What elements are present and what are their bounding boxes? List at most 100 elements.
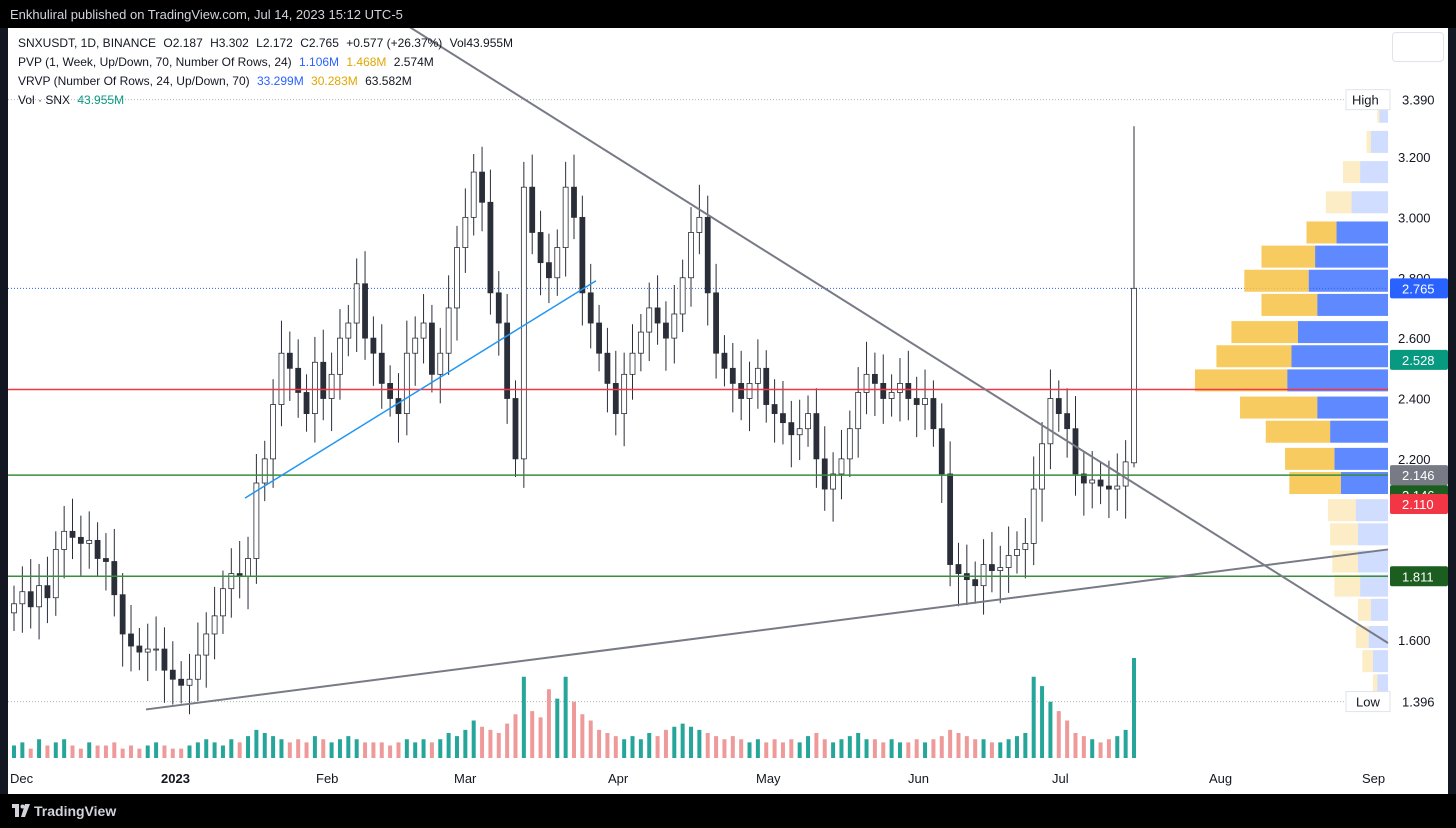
candle-body: [412, 337, 419, 354]
candle: [253, 454, 260, 584]
volume-bar: [1040, 686, 1045, 758]
volume-bar: [563, 676, 568, 758]
volume-bar: [129, 745, 134, 758]
volume-bar: [672, 726, 677, 758]
volume-bar: [939, 736, 944, 758]
candle: [119, 572, 126, 667]
candle: [821, 426, 828, 511]
price-tick-label: 2.400: [1398, 392, 1431, 407]
volume-bar: [647, 733, 652, 758]
candle: [989, 531, 995, 593]
time-tick-label: 2023: [161, 771, 190, 786]
volume-bar: [989, 742, 994, 758]
candle: [905, 350, 912, 421]
candle: [738, 350, 745, 421]
volume-bar: [814, 733, 819, 758]
candle: [1089, 451, 1096, 509]
candle: [846, 410, 853, 477]
pvp-legend-row[interactable]: PVP (1, Week, Up/Down, 70, Number Of Row…: [18, 53, 517, 72]
vrvp-down-bar: [1216, 345, 1292, 368]
candle-body: [370, 337, 377, 354]
candle: [211, 586, 218, 660]
volume-bar: [154, 742, 159, 758]
candle-body: [261, 458, 268, 484]
candle-body: [495, 292, 502, 324]
volume-bar: [262, 733, 267, 758]
vrvp-down-bar: [1327, 499, 1356, 522]
vrvp-row: [1334, 574, 1388, 597]
ohlc-close: C2.765: [300, 36, 339, 50]
volume-bar: [1106, 739, 1111, 758]
vrvp-total-value: 63.582M: [365, 74, 412, 88]
price-badge-box: [1390, 566, 1448, 587]
candle-body: [696, 216, 703, 233]
vol-legend-row[interactable]: Vol · SNX 43.955M: [18, 91, 517, 110]
candle: [604, 327, 611, 413]
volume-bar: [20, 742, 25, 758]
volume-bar: [555, 698, 560, 758]
candle: [144, 623, 151, 682]
volume-bar: [1006, 739, 1011, 758]
volume-bar: [12, 745, 16, 758]
candle: [679, 259, 686, 333]
volume-bar: [797, 742, 802, 758]
vrvp-down-value: 30.283M: [311, 74, 358, 88]
chart-menu-button[interactable]: [1392, 32, 1444, 62]
candle-body: [44, 585, 51, 599]
volume-bar: [839, 739, 844, 758]
candle-body: [721, 352, 728, 369]
ohlc-high: H3.302: [210, 36, 249, 50]
volume-bar: [480, 726, 485, 758]
vrvp-up-bar: [1370, 130, 1388, 153]
candle-body: [596, 322, 602, 354]
time-tick-label: Apr: [608, 771, 629, 786]
vrvp-up-value: 33.299M: [257, 74, 304, 88]
candle-body: [529, 186, 536, 233]
volume-bar: [806, 736, 811, 758]
price-tick-label: 3.200: [1398, 150, 1431, 165]
candle: [788, 400, 795, 468]
volume-bar: [1056, 711, 1061, 758]
volume-bar: [1081, 736, 1086, 758]
vrvp-down-bar: [1325, 191, 1352, 214]
candle: [52, 531, 59, 616]
descending-trend-line: [407, 25, 1389, 644]
chart-area[interactable]: 3.200 3.000 2.800 2.600 2.400 2.200 1.600 High 3…: [8, 25, 1448, 794]
candle: [771, 379, 778, 443]
vol-label: Vol · SNX: [18, 93, 71, 107]
candle-body: [445, 307, 452, 354]
candle-body: [362, 283, 368, 339]
candle-body: [136, 645, 143, 653]
vrvp-up-bar: [1372, 650, 1388, 673]
time-tick-label: May: [756, 771, 781, 786]
symbol-legend-row[interactable]: SNXUSDT, 1D, BINANCE O2.187 H3.302 L2.17…: [18, 34, 517, 53]
volume-bar: [1115, 736, 1120, 758]
candle-body: [86, 539, 93, 544]
candle: [36, 563, 42, 640]
candle: [537, 210, 544, 296]
candle-body: [663, 322, 669, 339]
vrvp-label: VRVP (Number Of Rows, 24, Up/Down, 70): [18, 74, 250, 88]
candle-body: [487, 201, 494, 294]
candle-body: [980, 564, 987, 587]
candle-body: [838, 458, 845, 475]
vrvp-down-bar: [1330, 523, 1358, 546]
vrvp-down-bar: [1357, 598, 1371, 621]
vrvp-up-bar: [1355, 499, 1388, 522]
vrvp-legend-row[interactable]: VRVP (Number Of Rows, 24, Up/Down, 70) 3…: [18, 72, 517, 91]
candle-body: [713, 292, 719, 354]
candle-body: [671, 313, 678, 339]
candle-body: [554, 247, 561, 279]
candle: [236, 540, 243, 599]
volume-bar: [981, 739, 986, 758]
symbol-name[interactable]: SNXUSDT, 1D, BINANCE: [18, 36, 157, 50]
volume-bar: [572, 701, 576, 758]
volume-bar: [103, 745, 108, 758]
candle: [579, 195, 586, 326]
candle: [295, 339, 302, 418]
candle: [754, 339, 761, 409]
vrvp-up-bar: [1330, 420, 1388, 443]
high-label: High: [1352, 93, 1379, 108]
